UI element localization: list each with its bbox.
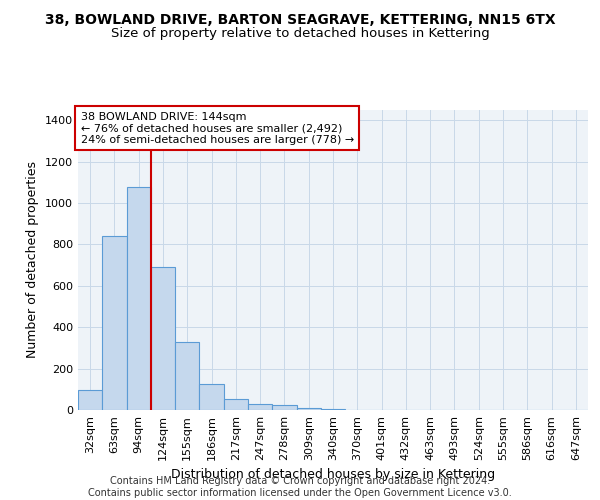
Text: Contains HM Land Registry data © Crown copyright and database right 2024.
Contai: Contains HM Land Registry data © Crown c… bbox=[88, 476, 512, 498]
Bar bbox=[321, 409, 345, 410]
Bar bbox=[102, 236, 127, 410]
Bar bbox=[296, 408, 321, 410]
X-axis label: Distribution of detached houses by size in Kettering: Distribution of detached houses by size … bbox=[171, 468, 495, 481]
Bar bbox=[224, 398, 248, 410]
Bar bbox=[151, 267, 175, 410]
Text: Size of property relative to detached houses in Kettering: Size of property relative to detached ho… bbox=[110, 28, 490, 40]
Y-axis label: Number of detached properties: Number of detached properties bbox=[26, 162, 40, 358]
Text: 38, BOWLAND DRIVE, BARTON SEAGRAVE, KETTERING, NN15 6TX: 38, BOWLAND DRIVE, BARTON SEAGRAVE, KETT… bbox=[44, 12, 556, 26]
Bar bbox=[127, 186, 151, 410]
Bar bbox=[199, 384, 224, 410]
Bar bbox=[78, 390, 102, 410]
Bar bbox=[272, 406, 296, 410]
Bar bbox=[248, 404, 272, 410]
Bar bbox=[175, 342, 199, 410]
Text: 38 BOWLAND DRIVE: 144sqm
← 76% of detached houses are smaller (2,492)
24% of sem: 38 BOWLAND DRIVE: 144sqm ← 76% of detach… bbox=[80, 112, 354, 144]
